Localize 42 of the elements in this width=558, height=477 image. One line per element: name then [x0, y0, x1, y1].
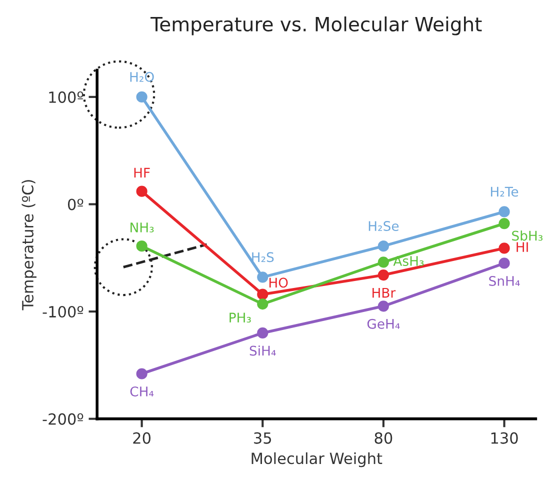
data-label: HO [269, 278, 288, 288]
y-tick-label: 0º [68, 198, 84, 210]
data-label: PH₃ [230, 312, 251, 323]
x-tick-label: 80 [374, 432, 392, 444]
point [136, 186, 148, 197]
point [378, 256, 389, 268]
point [378, 300, 389, 312]
data-label: H₂S [252, 252, 274, 262]
point [257, 298, 268, 310]
point [498, 242, 510, 254]
point [136, 240, 148, 252]
point [257, 327, 268, 339]
point [378, 269, 389, 281]
point [378, 240, 389, 252]
y-tick-label: 100º [49, 91, 84, 103]
data-label: H₂O [130, 72, 154, 82]
point [136, 91, 148, 102]
data-label: SnH₄ [489, 276, 520, 286]
point [498, 206, 510, 218]
y-tick-label: -100º [42, 306, 84, 318]
chart-title: Temperature vs. Molecular Weight [150, 16, 482, 36]
point [498, 258, 510, 269]
data-label: SiH₄ [250, 345, 276, 356]
data-label: CH₄ [130, 386, 154, 396]
data-label: HI [516, 242, 528, 252]
data-label: SbH₃ [512, 230, 543, 241]
y-tick-label: -200º [42, 413, 84, 425]
point [498, 218, 510, 230]
x-tick-label: 35 [254, 432, 272, 444]
data-label: H₂Te [490, 186, 518, 197]
x-tick-label: 130 [491, 432, 518, 444]
y-axis-title: Temperature (ºC) [22, 180, 36, 310]
point [136, 368, 148, 380]
data-label: H₂Se [368, 221, 399, 232]
x-axis-title: Molecular Weight [252, 452, 382, 468]
data-label: NH₃ [130, 222, 154, 232]
data-label: GeH₄ [367, 318, 400, 329]
x-tick-label: 20 [133, 432, 150, 444]
data-label: HF [134, 168, 150, 178]
data-label: HBr [372, 288, 396, 298]
point [257, 288, 268, 300]
point [257, 272, 268, 283]
